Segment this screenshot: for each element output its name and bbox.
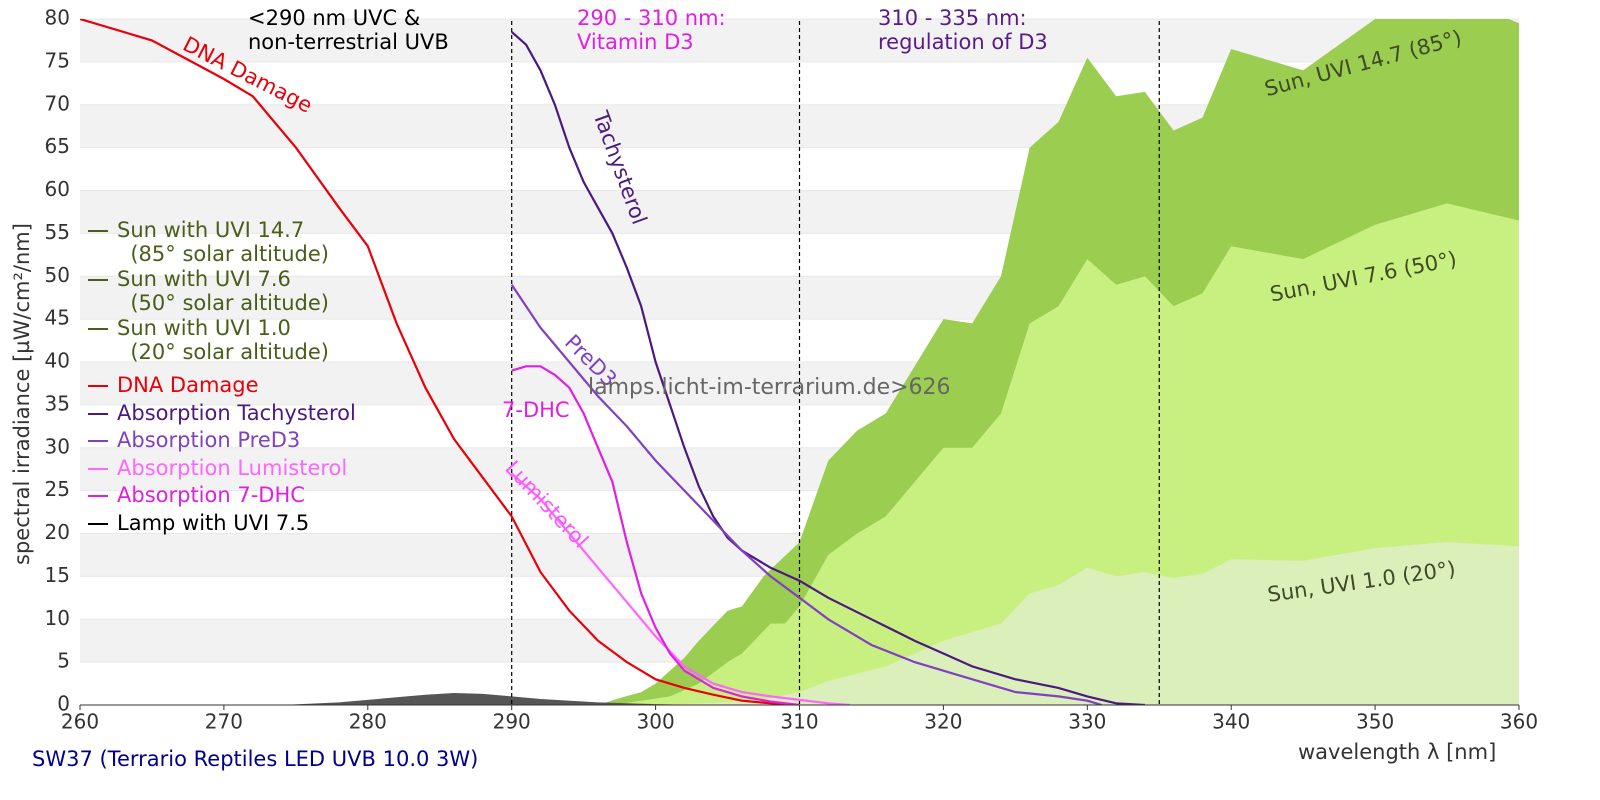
y-tick-label: 10 [45,606,70,630]
plot-area [80,19,1519,705]
y-tick-label: 50 [45,263,70,287]
y-tick-label: 25 [45,477,70,501]
y-tick-label: 35 [45,391,70,415]
x-tick-label: 360 [1500,710,1538,734]
footer: SW37 (Terrario Reptiles LED UVB 10.0 3W) [32,747,479,771]
axes: 0 5 10 15 20 25 30 35 40 45 50 55 60 65 70 75 80 260 270 28… [45,6,1539,734]
y-tick-label: 55 [45,220,70,244]
line [510,472,850,705]
legend-label: Sun with UVI 7.6 (50° solar altitude) [117,267,329,315]
area [655,542,1519,705]
legend-label: Absorption PreD3 [117,428,301,452]
line [511,365,800,705]
y-tick-label: 20 [45,520,70,544]
y-tick-label: 70 [45,91,70,115]
x-tick-label: 350 [1356,710,1394,734]
y-axis-label: spectral irradiance [µW/cm²/nm] [10,223,34,565]
legend-label: Sun with UVI 1.0 (20° solar altitude) [117,316,329,364]
y-tick-label: 5 [57,649,70,673]
annotation: 290 - 310 nm: Vitamin D3 [577,6,726,54]
line [80,19,800,705]
legend-label: Absorption 7-DHC [117,483,305,507]
legend-label: Absorption Lumisterol [117,456,348,480]
x-tick-label: 340 [1212,710,1250,734]
x-tick-label: 330 [1068,710,1106,734]
y-tick-label: 0 [57,692,70,716]
legend-label: Lamp with UVI 7.5 [117,511,310,535]
y-tick-label: 60 [45,177,70,201]
x-tick-label: 280 [349,710,387,734]
annotation: 310 - 335 nm: regulation of D3 [878,6,1048,54]
y-tick-label: 15 [45,563,70,587]
x-tick-label: 290 [493,710,531,734]
grid-band [80,19,1519,62]
legend-label: DNA Damage [117,373,259,397]
y-tick-label: 45 [45,306,70,330]
legend-label: Sun with UVI 14.7 (85° solar altitude) [117,218,329,266]
x-tick-label: 260 [61,710,99,734]
y-tick-label: 75 [45,48,70,72]
watermark: lamps.licht-im-terrarium.de>626 [588,375,951,400]
annotation: 7-DHC [502,398,570,422]
line [510,31,1145,705]
y-tick-label: 80 [45,6,70,30]
x-axis-label: wavelength λ [nm] [1298,740,1497,764]
x-tick-label: 300 [637,710,675,734]
x-tick-label: 310 [780,710,818,734]
y-tick-label: 40 [45,349,70,373]
legend-label: Absorption Tachysterol [117,401,356,425]
y-tick-label: 65 [45,134,70,158]
line [510,284,1103,705]
x-tick-label: 320 [924,710,962,734]
annotation: <290 nm UVC & non-terrestrial UVB [248,6,449,54]
y-tick-label: 30 [45,434,70,458]
x-tick-label: 270 [205,710,243,734]
area [281,693,699,705]
